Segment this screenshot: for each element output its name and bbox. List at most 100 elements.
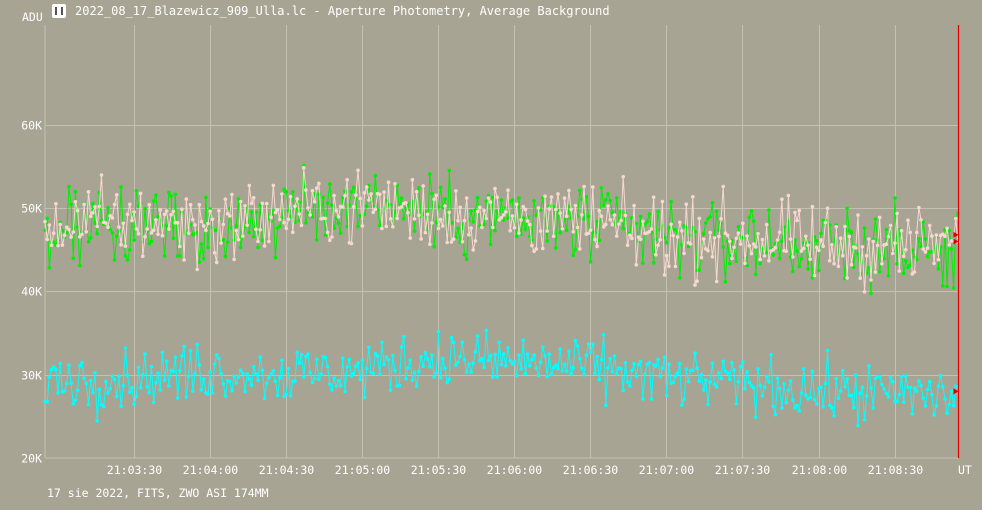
- data-point: [736, 380, 741, 384]
- data-point: [897, 392, 902, 397]
- data-point: [506, 216, 510, 220]
- data-point: [199, 242, 204, 246]
- data-point: [312, 199, 317, 204]
- data-point: [195, 342, 199, 347]
- data-point: [564, 228, 569, 232]
- y-tick-label: 20K: [21, 452, 42, 466]
- data-point: [693, 351, 697, 356]
- data-point: [717, 371, 721, 375]
- data-point: [282, 187, 286, 191]
- data-point: [404, 377, 408, 381]
- data-point: [767, 380, 771, 384]
- data-point: [460, 239, 465, 244]
- data-point: [243, 204, 247, 208]
- data-point: [73, 398, 78, 403]
- data-point: [430, 221, 434, 225]
- data-point: [288, 394, 293, 398]
- data-point: [210, 391, 215, 395]
- data-point: [512, 359, 517, 363]
- data-point: [575, 344, 580, 348]
- data-point: [756, 367, 760, 371]
- data-point: [271, 368, 276, 373]
- data-point: [108, 227, 112, 232]
- data-point: [934, 233, 939, 237]
- data-point: [295, 197, 300, 201]
- data-point: [545, 229, 549, 233]
- x-tick-label: 21:08:00: [792, 463, 847, 477]
- data-point: [899, 374, 904, 379]
- data-point: [914, 230, 919, 235]
- data-point: [88, 214, 93, 219]
- data-point: [460, 340, 465, 345]
- data-point: [299, 223, 304, 228]
- data-point: [930, 392, 934, 397]
- data-point: [721, 245, 725, 249]
- data-point: [869, 291, 873, 296]
- data-point: [701, 232, 706, 236]
- data-point: [432, 197, 436, 202]
- data-point: [125, 258, 130, 262]
- data-point: [221, 237, 226, 242]
- data-point: [732, 245, 736, 250]
- data-point: [236, 197, 241, 201]
- data-point: [656, 243, 660, 248]
- data-point: [658, 228, 662, 232]
- data-point: [797, 264, 802, 269]
- data-point: [625, 243, 630, 247]
- data-point: [78, 364, 82, 368]
- data-point: [549, 195, 554, 199]
- data-point: [154, 381, 158, 385]
- data-point: [210, 217, 215, 222]
- data-point: [193, 223, 197, 227]
- data-point: [356, 168, 360, 173]
- data-point: [251, 234, 256, 239]
- data-point: [725, 233, 730, 238]
- data-point: [771, 248, 775, 252]
- data-point: [860, 385, 865, 389]
- data-point: [336, 215, 341, 219]
- data-point: [764, 250, 769, 255]
- data-point: [551, 234, 556, 238]
- data-point: [830, 242, 834, 247]
- data-point: [514, 234, 519, 239]
- data-point: [373, 351, 378, 356]
- data-point: [817, 248, 821, 253]
- data-point: [678, 276, 682, 280]
- data-point: [193, 372, 197, 377]
- data-point: [901, 400, 906, 405]
- data-point: [447, 168, 452, 173]
- data-point: [849, 393, 854, 398]
- data-point: [871, 406, 875, 410]
- data-point: [795, 218, 799, 223]
- data-point: [475, 195, 480, 200]
- data-point: [97, 204, 102, 209]
- telescope-icon[interactable]: [52, 4, 66, 18]
- data-point: [754, 245, 758, 249]
- data-point: [454, 189, 458, 193]
- data-point: [482, 222, 486, 227]
- data-point: [332, 376, 336, 380]
- data-point: [297, 212, 302, 216]
- data-point: [760, 237, 765, 242]
- data-point: [632, 361, 636, 366]
- data-point: [262, 244, 267, 248]
- data-point: [147, 242, 152, 246]
- data-point: [64, 381, 69, 386]
- data-point: [651, 261, 656, 265]
- data-point: [51, 365, 56, 369]
- data-point: [162, 254, 167, 258]
- data-point: [906, 265, 910, 270]
- data-point: [206, 245, 210, 250]
- data-point: [104, 221, 108, 225]
- cursor-marker: [953, 231, 959, 238]
- data-point: [123, 346, 128, 350]
- data-point: [445, 240, 450, 245]
- data-point: [836, 264, 841, 269]
- data-point: [117, 225, 121, 229]
- data-point: [419, 237, 423, 241]
- data-point: [919, 244, 923, 248]
- data-point: [388, 388, 393, 393]
- cursor-marker: [953, 388, 959, 395]
- data-point: [699, 255, 704, 260]
